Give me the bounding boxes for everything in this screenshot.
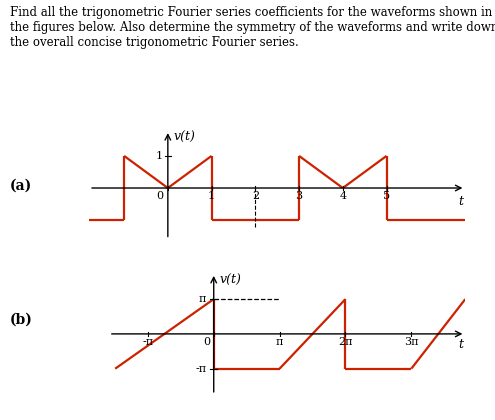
Text: -π: -π (195, 364, 206, 374)
Text: π: π (276, 337, 283, 347)
Text: 2: 2 (252, 191, 259, 201)
Text: 1: 1 (208, 191, 215, 201)
Text: Find all the trigonometric Fourier series coefficients for the waveforms shown i: Find all the trigonometric Fourier serie… (10, 6, 495, 49)
Text: 3: 3 (296, 191, 302, 201)
Text: t: t (458, 195, 463, 208)
Text: t: t (458, 339, 463, 351)
Text: -π: -π (142, 337, 153, 347)
Text: v(t): v(t) (220, 274, 242, 287)
Text: 1: 1 (155, 151, 162, 161)
Text: 5: 5 (383, 191, 390, 201)
Text: 3π: 3π (404, 337, 419, 347)
Text: 2π: 2π (338, 337, 353, 347)
Text: 4: 4 (339, 191, 346, 201)
Text: (b): (b) (10, 313, 33, 327)
Text: (a): (a) (10, 178, 32, 192)
Text: v(t): v(t) (173, 131, 195, 144)
Text: 0: 0 (156, 191, 163, 201)
Text: π: π (199, 294, 206, 304)
Text: 0: 0 (203, 337, 210, 347)
